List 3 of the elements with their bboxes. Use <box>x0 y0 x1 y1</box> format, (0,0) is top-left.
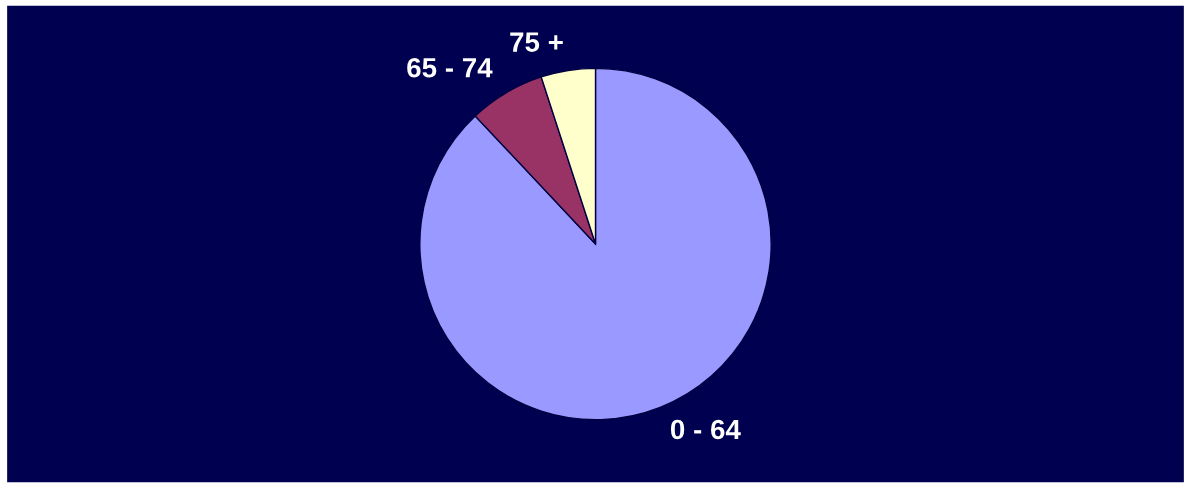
slice-label: 65 - 74 <box>407 57 493 78</box>
slice-label: 75 + <box>510 32 563 52</box>
slice-label: 0 - 64 <box>670 419 741 440</box>
